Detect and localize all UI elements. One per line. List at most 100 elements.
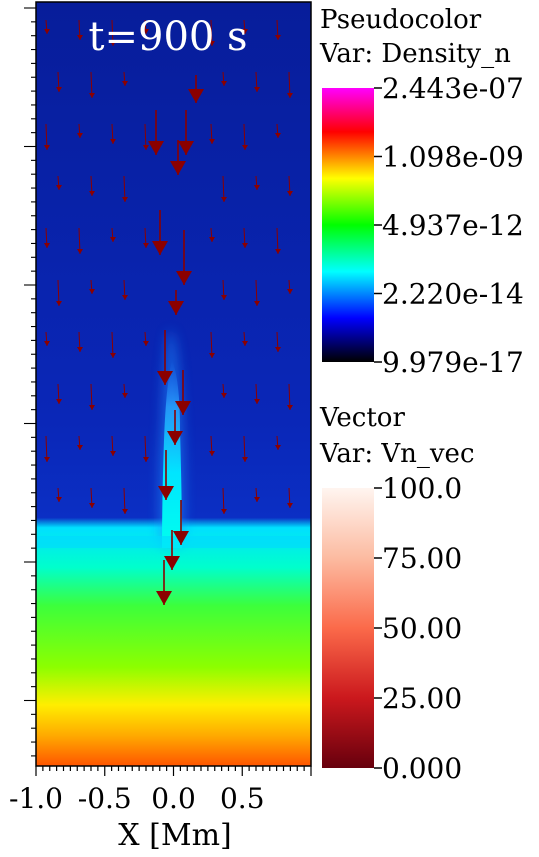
x-tick-label: -1.0 (9, 782, 63, 815)
pseudocolor-tick-label: 9.979e-17 (382, 346, 524, 379)
velocity-arrow (158, 450, 174, 500)
velocity-arrow (209, 123, 215, 145)
velocity-arrow (89, 71, 95, 99)
velocity-arrow (122, 487, 128, 515)
velocity-arrow (77, 435, 83, 451)
velocity-arrow (148, 110, 164, 155)
velocity-arrow (254, 279, 260, 307)
vector-tick-label: 0.000 (382, 752, 462, 785)
time-label: t=900 s (88, 14, 247, 60)
velocity-arrow (254, 71, 260, 93)
velocity-arrow (287, 71, 293, 99)
vector-tick-label: 50.00 (382, 612, 462, 645)
velocity-arrow (152, 210, 168, 255)
transition-band (36, 536, 311, 548)
velocity-arrow (164, 530, 180, 570)
pseudocolor-title: Pseudocolor (320, 5, 482, 35)
velocity-arrow (77, 227, 83, 255)
velocity-arrow (287, 279, 293, 295)
velocity-arrow (56, 487, 62, 503)
velocity-arrow (275, 331, 281, 353)
x-tick-label: -0.5 (78, 782, 132, 815)
velocity-arrow (110, 19, 116, 47)
velocity-arrow (178, 110, 194, 155)
velocity-arrow (77, 123, 83, 139)
velocity-arrow (221, 71, 227, 87)
velocity-arrow (44, 227, 50, 249)
velocity-arrow (44, 331, 50, 347)
velocity-arrow (254, 383, 260, 405)
velocity-arrow (157, 330, 173, 385)
velocity-arrow (242, 435, 248, 463)
velocity-arrow (242, 227, 248, 249)
pseudocolor-ticks: 2.443e-07 1.098e-09 4.937e-12 2.220e-14 9.97… (374, 72, 524, 379)
vector-legend: Vector Var: Vn_vec 100.0 75.00 50.00 25.00 0… (319, 403, 475, 785)
x-tick-label: 0.5 (220, 782, 265, 815)
velocity-arrow (77, 19, 83, 41)
velocity-arrow (110, 435, 116, 457)
velocity-arrow (168, 290, 184, 315)
vector-tick-label: 25.00 (382, 682, 462, 715)
velocity-arrow (56, 175, 62, 191)
pseudocolor-tick-label: 2.443e-07 (382, 72, 524, 105)
vector-title: Vector (319, 403, 405, 433)
vector-tick-label: 75.00 (382, 542, 462, 575)
pseudocolor-colorbar (322, 88, 374, 362)
velocity-arrow (287, 383, 293, 411)
velocity-arrow (122, 71, 128, 87)
velocity-arrow (122, 279, 128, 301)
velocity-arrow (242, 19, 248, 35)
velocity-arrow (242, 331, 248, 347)
velocity-arrow (209, 19, 215, 47)
velocity-arrow (287, 487, 293, 509)
velocity-arrow (254, 175, 260, 191)
y-axis-ticks (24, 7, 36, 757)
velocity-arrow (275, 123, 281, 139)
velocity-arrow (176, 230, 192, 285)
x-tick-labels: -1.0 -0.5 0.0 0.5 (9, 782, 265, 815)
velocity-arrow (89, 487, 95, 509)
velocity-arrow (110, 123, 116, 145)
velocity-arrow (89, 175, 95, 197)
velocity-arrow (242, 123, 248, 151)
velocity-vectors (44, 19, 293, 605)
velocity-arrow (209, 227, 215, 243)
velocity-arrow (110, 227, 116, 243)
velocity-arrow (143, 123, 149, 151)
velocity-arrow (221, 279, 227, 301)
velocity-arrow (44, 435, 50, 463)
pseudocolor-legend: Pseudocolor Var: Density_n 2.443e-07 1.09… (319, 5, 524, 379)
velocity-arrow (122, 383, 128, 399)
pseudocolor-tick-label: 1.098e-09 (382, 141, 524, 174)
velocity-arrow (143, 331, 149, 347)
vector-var: Var: Vn_vec (319, 439, 475, 469)
vector-colorbar (322, 488, 374, 768)
velocity-arrow (221, 175, 227, 203)
velocity-arrow (275, 435, 281, 451)
velocity-arrow (254, 487, 260, 503)
velocity-arrow (56, 71, 62, 93)
pseudocolor-tick-label: 2.220e-14 (382, 278, 524, 311)
velocity-arrow (275, 227, 281, 255)
velocity-arrow (170, 140, 186, 175)
velocity-arrow (77, 331, 83, 353)
velocity-arrow (287, 175, 293, 197)
density-field (36, 2, 311, 766)
pseudocolor-var: Var: Density_n (319, 39, 511, 69)
velocity-arrow (122, 175, 128, 203)
velocity-arrow (56, 383, 62, 405)
velocity-arrow (221, 487, 227, 515)
pseudocolor-tick-label: 4.937e-12 (382, 209, 524, 242)
velocity-arrow (143, 19, 149, 35)
velocity-arrow (44, 123, 50, 151)
velocity-arrow (44, 19, 50, 35)
neutral-jet (162, 360, 182, 548)
x-tick-label: 0.0 (151, 782, 196, 815)
velocity-arrow (156, 560, 172, 605)
velocity-arrow (175, 370, 191, 415)
velocity-arrow (143, 227, 149, 249)
velocity-arrow (89, 383, 95, 411)
velocity-arrow (167, 410, 183, 445)
velocity-arrow (188, 75, 204, 103)
